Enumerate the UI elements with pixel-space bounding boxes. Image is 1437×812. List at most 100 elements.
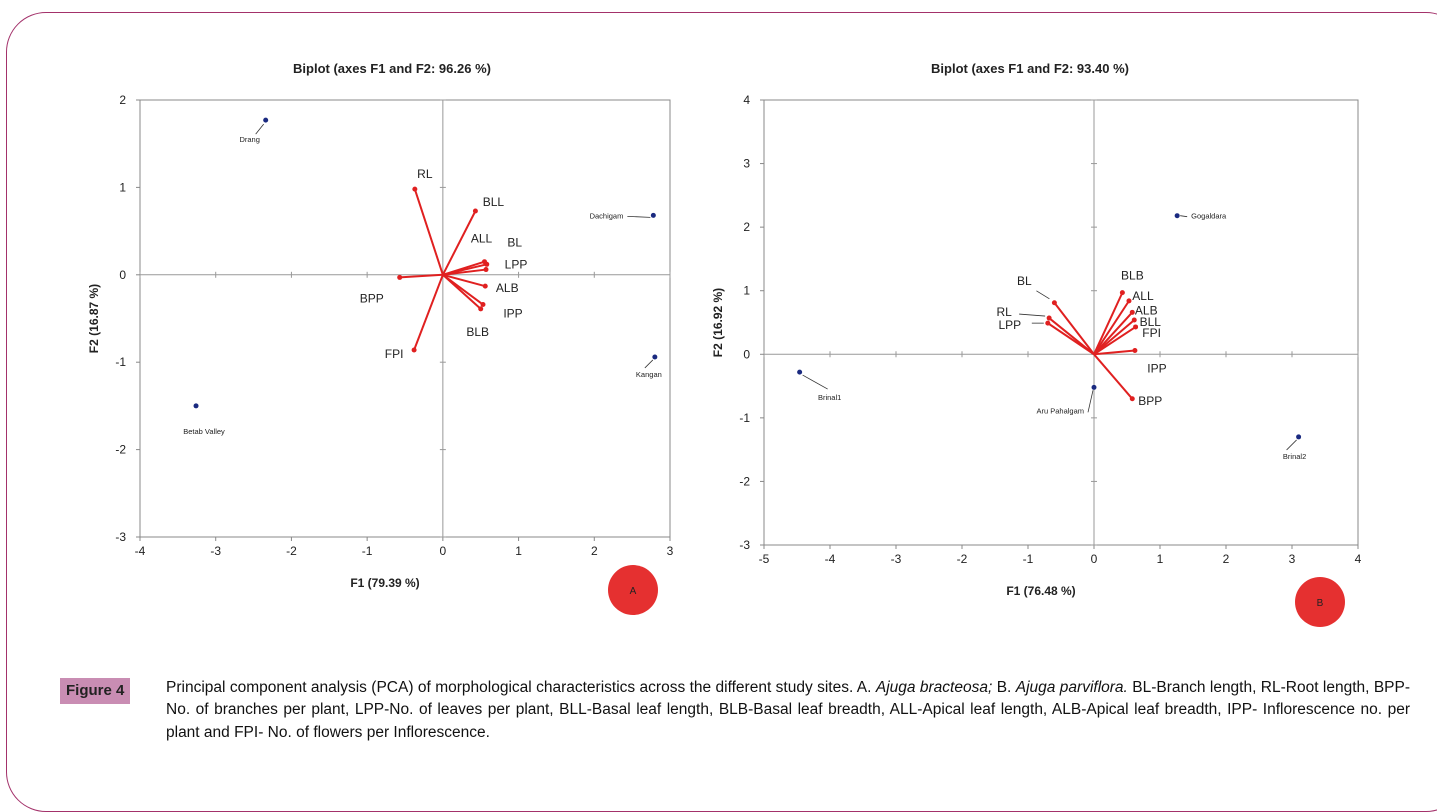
observation-point	[193, 403, 199, 409]
variable-label: BPP	[1138, 394, 1162, 408]
x-tick-label: 0	[440, 544, 447, 558]
x-tick-label: -2	[957, 552, 968, 566]
loading-vector-tip	[397, 274, 403, 280]
loading-vector-tip	[1051, 300, 1057, 306]
chart-title: Biplot (axes F1 and F2: 93.40 %)	[931, 61, 1129, 76]
loading-vector	[1047, 322, 1095, 356]
x-tick-label: -3	[891, 552, 902, 566]
biplot-b-chart: Biplot (axes F1 and F2: 93.40 %) -5 -4 -3 -2…	[711, 61, 1362, 627]
biplot-a-panel: Biplot (axes F1 and F2: 96.26 %) -4 -3 -2 -1…	[80, 50, 700, 650]
loading-vector	[1093, 311, 1134, 355]
x-tick-label: 3	[1289, 552, 1296, 566]
variable-label: BPP	[360, 291, 384, 305]
caption-rest: BL-Branch length, RL-Root length, BPP-No…	[166, 679, 1411, 741]
observation-label: Betab Valley	[183, 427, 225, 436]
variable-leader-line	[1036, 290, 1050, 300]
observation-point	[650, 212, 656, 218]
observation-leader-line	[802, 374, 828, 390]
loading-vector-tip	[1126, 298, 1132, 304]
y-axis-title: F2 (16.92 %)	[711, 288, 725, 357]
y-tick-label: -3	[115, 530, 126, 544]
observation-leader-line	[644, 359, 654, 369]
loading-vector-tip	[482, 283, 488, 289]
caption-text: Principal component analysis (PCA) of mo…	[60, 677, 1410, 744]
x-tick-label: 1	[515, 544, 522, 558]
loading-vector	[1093, 326, 1137, 356]
x-tick-label: -3	[210, 544, 221, 558]
biplot-b-panel: Biplot (axes F1 and F2: 93.40 %) -5 -4 -3 -2…	[700, 50, 1400, 650]
loading-vector-tip	[480, 302, 486, 308]
x-tick-label: -2	[286, 544, 297, 558]
variable-label: ALL	[471, 232, 493, 246]
observation-leader-line	[627, 215, 651, 218]
biplot-a-chart: Biplot (axes F1 and F2: 96.26 %) -4 -3 -2 -1…	[87, 61, 674, 615]
observation-point	[1174, 213, 1180, 219]
loading-vector-tip	[1129, 396, 1135, 402]
x-tick-label: -1	[1023, 552, 1034, 566]
x-tick-label: 0	[1091, 552, 1098, 566]
observation-point	[263, 117, 269, 123]
observation-point	[1091, 384, 1097, 390]
observation-label: Brinal1	[818, 393, 841, 402]
variable-label: FPI	[1142, 326, 1161, 340]
loading-vector	[1093, 349, 1136, 356]
loading-vector-tip	[472, 208, 478, 214]
observation-leader-line	[1087, 390, 1094, 413]
y-tick-label: -2	[115, 443, 126, 457]
y-tick-label: 1	[743, 284, 750, 298]
y-tick-label: -2	[739, 474, 750, 488]
caption-mid: B.	[996, 679, 1012, 696]
y-axis-title: F2 (16.87 %)	[87, 284, 101, 353]
caption-species-b: Ajuga parviflora.	[1015, 679, 1128, 696]
y-tick-label: 0	[743, 347, 750, 361]
variable-label: BLL	[483, 195, 505, 209]
y-tick-label: 2	[743, 220, 750, 234]
loading-vector	[1093, 319, 1135, 356]
x-tick-label: -5	[759, 552, 770, 566]
loading-vector	[1053, 302, 1095, 355]
loading-vector	[442, 273, 486, 288]
observation-leader-line	[1286, 439, 1297, 451]
observation-label: Dachigam	[590, 211, 624, 220]
variable-label: RL	[417, 167, 433, 181]
loading-vector	[441, 210, 477, 276]
observation-point	[1296, 434, 1302, 440]
variable-label: ALB	[496, 281, 519, 295]
variable-label: IPP	[503, 307, 522, 321]
y-tick-label: -3	[739, 538, 750, 552]
loading-vector	[413, 188, 444, 276]
loading-vector-tip	[1119, 290, 1125, 296]
x-tick-label: -1	[362, 544, 373, 558]
observation-label: Aru Pahalgam	[1036, 406, 1084, 415]
x-tick-label: -4	[825, 552, 836, 566]
variable-label: FPI	[385, 347, 404, 361]
x-tick-label: -4	[135, 544, 146, 558]
loading-vector-tip	[484, 261, 490, 267]
figure-tag: Figure 4	[60, 678, 131, 704]
observation-point	[652, 354, 658, 360]
loading-vector	[1093, 353, 1134, 400]
loading-vector	[1093, 300, 1130, 355]
observation-label: Gogaldara	[1191, 212, 1227, 221]
plot-area-border	[763, 99, 1359, 546]
y-tick-label: 4	[743, 93, 750, 107]
x-tick-label: 4	[1355, 552, 1362, 566]
variable-label: ALL	[1132, 289, 1154, 303]
y-tick-label: 2	[119, 93, 126, 107]
x-axis-title: F1 (76.48 %)	[1006, 584, 1075, 598]
loading-vector-tip	[478, 306, 484, 312]
y-tick-label: -1	[739, 411, 750, 425]
loading-vector-tip	[1132, 347, 1138, 353]
observation-label: Kangan	[636, 370, 662, 379]
variable-label: LPP	[998, 318, 1021, 332]
variable-label: BLB	[466, 325, 489, 339]
loading-vector	[442, 274, 482, 310]
variable-label: LPP	[505, 258, 528, 272]
chart-title: Biplot (axes F1 and F2: 96.26 %)	[293, 61, 491, 76]
loading-vector-tip	[483, 267, 489, 273]
y-tick-label: 0	[119, 268, 126, 282]
observation-leader-line	[1180, 215, 1188, 218]
plot-area-border	[139, 99, 671, 538]
loading-vector	[442, 268, 487, 276]
x-tick-label: 1	[1157, 552, 1164, 566]
